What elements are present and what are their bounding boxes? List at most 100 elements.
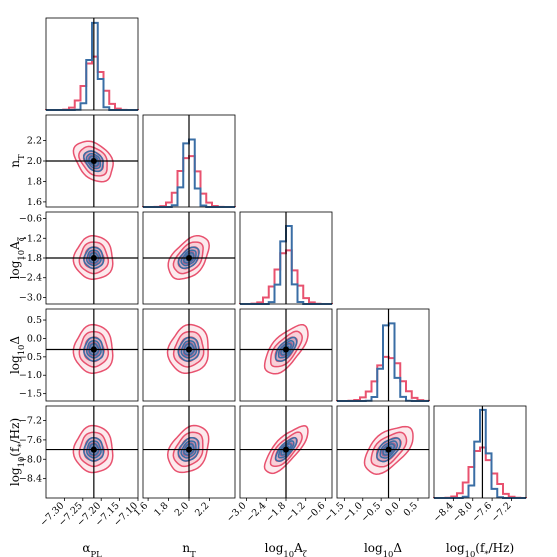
label-part: PL [90,549,102,557]
x-tick-label: −1.2 [284,500,308,524]
x-axis-label: log10Δ [364,541,402,557]
label-part: log [8,467,22,486]
panel-3-3 [336,308,430,402]
x-tick-label: −7.6 [470,500,494,524]
y-tick-label: −1.5 [19,389,42,400]
label-part: ζ [16,236,26,241]
label-part: T [190,549,196,557]
y-axis-label: log10(f*/Hz) [8,418,26,486]
x-tick-label: −8.0 [451,500,475,524]
panel-4-1: 1.6 1.8 2.0 2.2nT [132,405,236,557]
y-tick-label: 0.0 [27,333,42,344]
x-tick-label: 1.8 [152,500,170,518]
label-part: (f [8,446,22,457]
y-tick-label: −7.2 [19,416,42,427]
panel-4-0: −8.4−8.0−7.6−7.2log10(f*/Hz)−7.30−7.25−7… [8,405,140,557]
panel-frame [142,308,236,402]
label-part: log [8,355,22,374]
label-part: n [182,541,190,555]
y-tick-label: −1.0 [19,370,42,381]
panel-2-1 [142,211,236,305]
label-part: A [8,241,22,251]
y-axis-label: log10Aζ [8,236,26,279]
label-part: log [446,541,465,555]
x-tick-label: 2.0 [173,500,191,518]
x-axis-label: nT [182,541,196,557]
x-axis-label: log10Aζ [265,541,308,557]
x-tick-label: 2.2 [193,500,211,518]
panel-frame [142,114,236,208]
y-tick-label: −1.8 [19,253,42,264]
panel-4-4: −8.4−8.0−7.6−7.2 log10(f*/Hz) [431,405,527,557]
y-tick-label: −7.6 [19,435,42,446]
hist-narrow-4 [434,408,526,499]
x-tick-label: −0.5 [359,500,383,524]
label-part: 10 [16,345,26,356]
x-tick-label: −8.4 [431,500,455,524]
label-part: 10 [16,250,26,261]
panel-2-2 [239,211,333,305]
panel-3-1 [142,308,236,402]
label-part: * [484,549,489,557]
label-part: n [8,160,22,168]
x-tick-label: −7.2 [489,500,513,524]
hist-narrow-3 [337,322,429,402]
x-tick-label: −0.6 [303,500,327,524]
panel-frame [239,308,333,402]
label-part: (f [475,541,486,555]
panel-4-2: −3.0−2.4−1.8−1.2−0.6 log10Aζ [225,405,333,557]
label-part: log [364,541,383,555]
label-part: ζ [303,549,308,557]
panel-3-2 [239,308,333,402]
y-tick-label: 2.2 [27,136,42,147]
hist-wide-4 [433,446,527,499]
label-part: 10 [383,549,394,557]
y-tick-label: −8.4 [19,474,42,485]
panel-frame [45,308,139,402]
label-part: Δ [8,336,22,345]
panel-1-0: 1.6 1.8 2.0 2.2nT [8,114,139,208]
label-part: * [16,443,26,448]
label-part: /Hz) [8,418,22,444]
x-tick-label: 0.0 [383,500,401,518]
y-tick-label: 0.5 [27,315,42,326]
panel-frame [336,308,430,402]
x-axis-label: αPL [82,541,102,557]
y-tick-label: −0.5 [19,352,42,363]
x-tick-label: 0.5 [402,500,420,518]
y-tick-label: −1.2 [19,233,42,244]
y-tick-label: −2.4 [19,273,42,284]
y-tick-label: −3.0 [19,292,42,303]
panel-frame [142,211,236,305]
label-part: log [8,260,22,279]
panel-2-0: −3.0 −2.4 −1.8 −1.2 −0.6 log10Aζ [8,211,139,305]
label-part: log [265,541,284,555]
panel-1-1 [142,114,236,208]
panel-0-0 [45,17,139,111]
y-axis-label: log10Δ [8,336,26,374]
panel-frame [433,405,527,499]
panel-frame [336,405,430,499]
label-part: Δ [393,541,402,555]
y-tick-label: 1.8 [27,176,42,187]
y-tick-label: −8.0 [19,454,42,465]
panel-frame [45,17,139,111]
y-tick-label: 2.0 [27,156,42,167]
y-tick-label: −0.6 [19,214,42,225]
panel-frame [239,211,333,305]
y-tick-label: 1.6 [27,197,42,208]
x-tick-label: −1.0 [341,500,365,524]
x-tick-label: −3.0 [225,500,249,524]
y-axis-label: nT [8,154,26,168]
x-tick-label: −2.4 [244,500,268,524]
label-part: 10 [465,549,476,557]
label-part: /Hz) [489,541,515,555]
panel-frame [45,405,139,499]
x-axis-label: log10(f*/Hz) [446,541,514,557]
label-part: α [82,541,90,555]
label-part: A [293,541,303,555]
hist-narrow-0 [46,21,138,111]
label-part: 10 [283,549,294,557]
